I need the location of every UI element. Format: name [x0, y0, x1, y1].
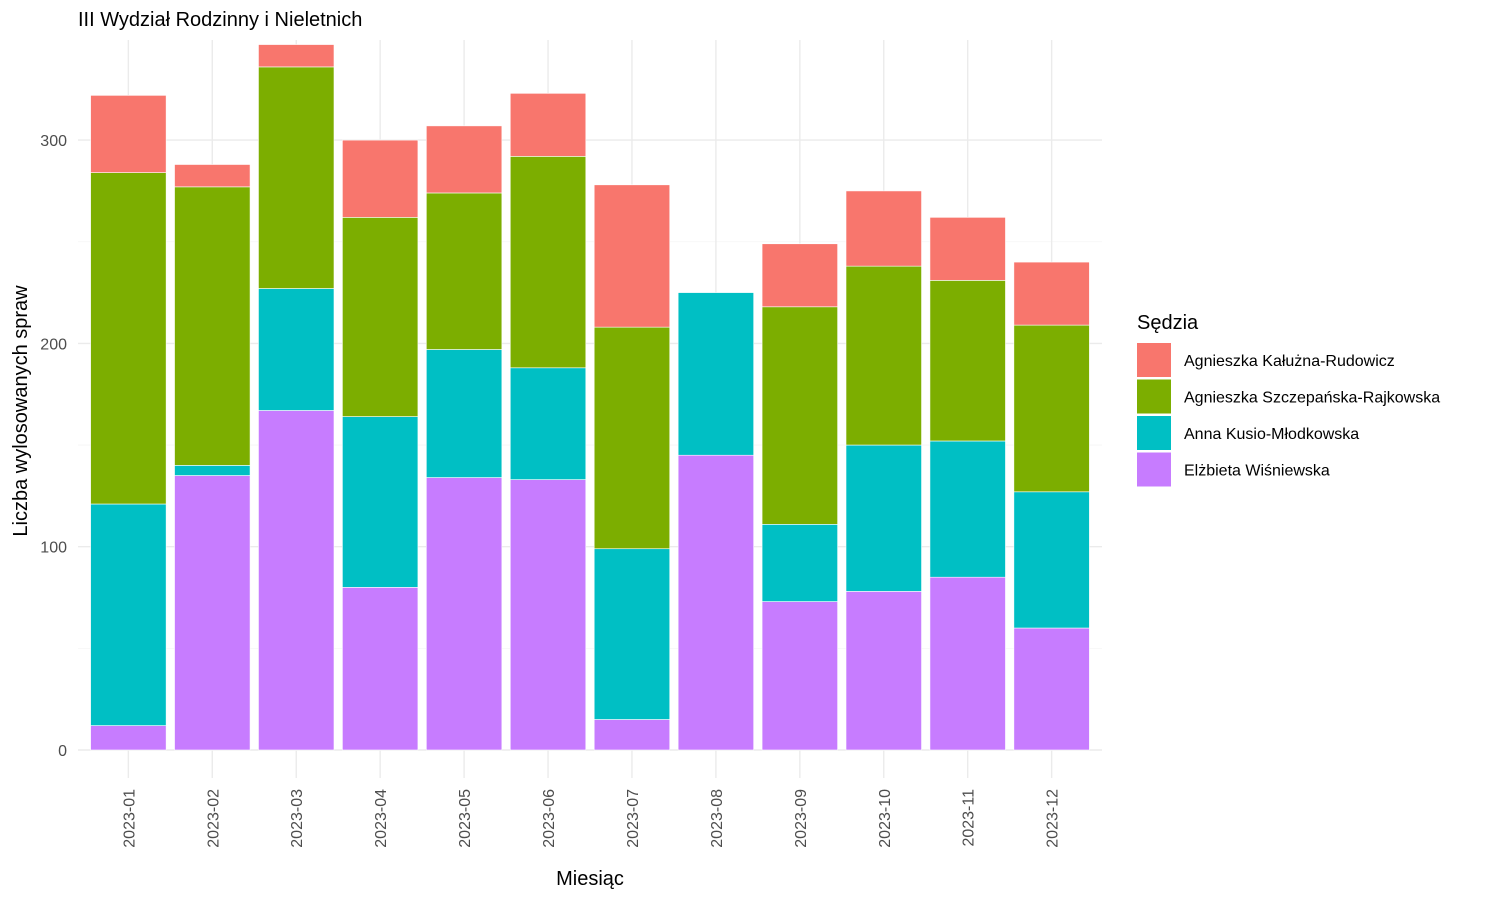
x-tick-label: 2023-10: [877, 789, 894, 848]
bar-segment: [258, 410, 335, 751]
bar-segment: [509, 156, 587, 369]
legend-key: [1137, 343, 1171, 377]
bar-segment: [593, 184, 671, 328]
x-tick-label: 2023-05: [457, 789, 474, 848]
legend-key: [1137, 379, 1171, 414]
bar-segment: [845, 190, 922, 267]
x-axis-title: Miesiąc: [556, 868, 624, 890]
bar-segment: [677, 292, 754, 456]
legend-label: Agnieszka Szczepańska-Rajkowska: [1184, 390, 1440, 407]
bar-segment: [258, 288, 335, 411]
x-tick-label: 2023-12: [1045, 789, 1062, 848]
bar-segment: [1013, 627, 1090, 751]
bar-segment: [929, 280, 1006, 442]
x-tick-label: 2023-06: [541, 789, 558, 848]
bar-segment: [426, 349, 503, 478]
bar-segment: [761, 524, 838, 602]
x-axis-ticks: 2023-01 2023-02 2023-03 2023-04 2023-05 2023-…: [121, 789, 1061, 848]
x-tick-label: 2023-08: [709, 789, 726, 848]
x-tick-label: 2023-02: [205, 789, 222, 848]
bar-segment: [90, 725, 167, 751]
bar-segment: [174, 465, 251, 476]
y-axis-title: Liczba wylosowanych spraw: [10, 285, 32, 537]
legend: Sędzia Agnieszka Kałużna-Rudowicz Agniesz…: [1137, 312, 1440, 487]
y-axis-ticks: 0 100 200 300: [40, 133, 67, 760]
bar-segment: [342, 139, 419, 218]
bar-segment: [342, 217, 419, 417]
bar-segment: [342, 416, 419, 588]
chart-title: III Wydział Rodzinny i Nieletnich: [78, 9, 362, 31]
legend-key: [1137, 416, 1171, 450]
bar-segment: [509, 93, 587, 157]
x-tick-label: 2023-01: [121, 789, 138, 848]
bar-segment: [845, 444, 922, 592]
bar-segment: [426, 125, 503, 194]
bar-segment: [1013, 491, 1090, 629]
bar-segment: [174, 186, 251, 466]
x-tick-label: 2023-09: [793, 789, 810, 848]
bar-segment: [509, 367, 587, 480]
legend-label: Elżbieta Wiśniewska: [1184, 463, 1330, 480]
legend-key: [1137, 452, 1171, 487]
x-tick-label: 2023-07: [625, 789, 642, 848]
bar-segment: [90, 95, 167, 173]
bar-segment: [593, 326, 671, 550]
x-tick-label: 2023-11: [961, 789, 978, 847]
bar-segment: [761, 306, 838, 525]
bar-segment: [174, 164, 251, 188]
legend-label: Agnieszka Kałużna-Rudowicz: [1184, 353, 1395, 370]
y-tick-label: 0: [58, 743, 67, 760]
bar-segment: [258, 66, 335, 289]
bar-segment: [929, 217, 1006, 281]
bar-segment: [90, 503, 167, 726]
x-tick-label: 2023-03: [289, 789, 306, 848]
legend-label: Anna Kusio-Młodkowska: [1184, 426, 1359, 443]
bar-segment: [845, 591, 922, 751]
bar-segment: [90, 172, 167, 505]
bar-segment: [845, 265, 922, 446]
bar-segment: [1013, 324, 1090, 493]
bar-segment: [1013, 261, 1090, 326]
bar-segment: [426, 192, 503, 350]
bar-segment: [929, 576, 1006, 751]
bar-segment: [761, 243, 838, 308]
y-tick-label: 100: [40, 540, 67, 557]
bar-segment: [761, 601, 838, 751]
bar-segment: [174, 475, 251, 751]
bar-segment: [677, 454, 754, 751]
bar-segment: [426, 477, 503, 751]
y-tick-label: 200: [40, 336, 67, 353]
bar-segment: [593, 548, 671, 720]
x-tick-label: 2023-04: [373, 789, 390, 848]
bar-segment: [929, 440, 1006, 578]
bar-segment: [593, 719, 671, 751]
legend-title: Sędzia: [1137, 312, 1199, 334]
y-tick-label: 300: [40, 133, 67, 150]
bar-segment: [342, 587, 419, 751]
bar-segment: [258, 44, 335, 68]
bars: [90, 44, 1090, 751]
bar-segment: [509, 479, 587, 751]
